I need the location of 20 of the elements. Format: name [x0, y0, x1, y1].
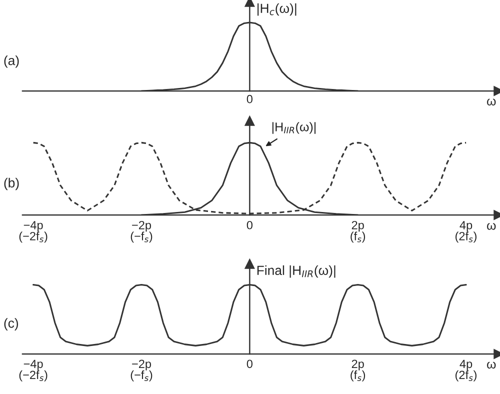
text: (a) [4, 55, 19, 68]
x-axis-title: ω [486, 222, 496, 230]
x-tick-label: 2p (f$_{s}$) [350, 360, 366, 382]
text: (c) [4, 318, 18, 330]
text: 0 [246, 94, 253, 104]
x-axis-title: ω [486, 98, 496, 106]
legend-label: |H$_{IIR}$(ω)| [272, 122, 316, 134]
x-tick-label: 4p (2f$_{s}$) [456, 360, 476, 382]
x-tick-label: 4p (2f$_{s}$) [456, 221, 476, 243]
x-tick-label: 0 [246, 220, 253, 230]
x-axis-title: ω [486, 362, 496, 369]
y-axis-title: |H$_{c}$(ω)| [258, 3, 296, 16]
x-tick-label: −4p (−2f$_{s}$) [19, 360, 48, 382]
text: (b) [4, 178, 19, 190]
x-tick-label: −2p (−f$_{s}$) [130, 360, 152, 382]
y-axis-title: Final |H$_{IIR}$(ω)| [257, 265, 336, 278]
x-tick-label: 2p (f$_{s}$) [350, 220, 366, 243]
x-tick-label: −4p (−2f$_{s}$) [19, 221, 48, 243]
x-tick-label: 0 [246, 360, 253, 368]
x-tick-label: −2p (−f$_{s}$) [130, 220, 152, 243]
